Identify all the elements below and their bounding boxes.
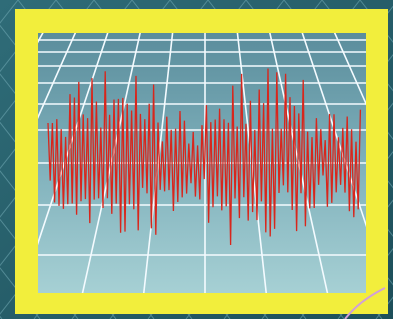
page: (() => { const ns = 'http://www.w3.org/2… xyxy=(0,0,393,319)
illustration xyxy=(0,0,393,319)
